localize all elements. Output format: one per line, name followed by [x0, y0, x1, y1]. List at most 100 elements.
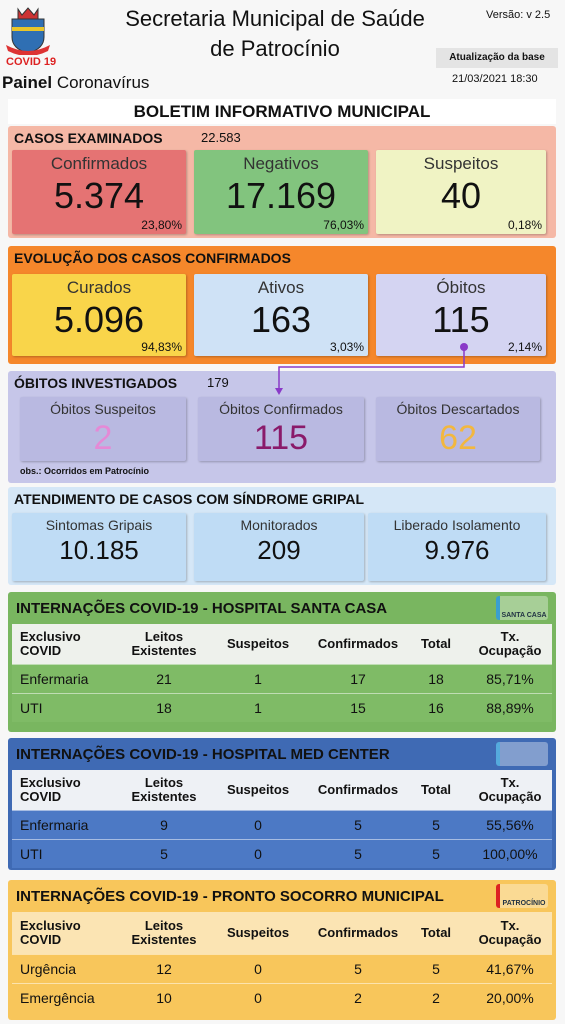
table-cell: 0 — [254, 990, 262, 1006]
card: Curados 5.096 94,83% — [12, 274, 186, 356]
card-label: Óbitos Descartados — [396, 401, 520, 417]
card-value: 209 — [257, 535, 301, 565]
section-flu-syndrome: ATENDIMENTO DE CASOS COM SÍNDROME GRIPAL… — [8, 487, 556, 585]
card-value: 163 — [250, 299, 312, 340]
card-percent: 23,80% — [141, 218, 182, 232]
table-cell: Enfermaria — [20, 817, 89, 833]
hospital-logo: PATROCÍNIO — [496, 884, 548, 908]
card-label: Curados — [66, 278, 132, 297]
hospital-logo: SANTA CASA — [496, 596, 548, 620]
table: Exclusivo COVID Leitos Existentes Suspeito… — [12, 624, 552, 722]
table: Exclusivo COVID Leitos Existentes Suspeito… — [12, 912, 552, 1012]
column-header: Confirmados — [317, 782, 399, 797]
section-deaths-investigated: ÓBITOS INVESTIGADOS 179 Óbitos Suspeitos 2 Ó… — [8, 371, 556, 483]
bulletin-title: BOLETIM INFORMATIVO MUNICIPAL — [8, 99, 556, 124]
card-value: 5.096 — [53, 299, 145, 340]
table-row: Enfermaria 21 1 17 18 85,71% — [12, 664, 552, 693]
card-value: 40 — [440, 175, 482, 216]
card-label: Sintomas Gripais — [45, 517, 153, 533]
section-total: 22.583 — [201, 130, 241, 145]
covid-label: COVID 19 — [6, 56, 57, 68]
column-header: Tx. Ocupação — [478, 918, 542, 947]
table-cell: 1 — [254, 700, 262, 716]
table-cell: Emergência — [20, 990, 95, 1006]
table-cell: 88,89% — [486, 700, 534, 716]
table-cell: 100,00% — [482, 846, 538, 862]
section-title: ATENDIMENTO DE CASOS COM SÍNDROME GRIPAL — [14, 491, 365, 507]
section-title: CASOS EXAMINADOS — [14, 130, 163, 146]
card: Óbitos Confirmados 115 — [198, 397, 364, 461]
table-cell: Urgência — [20, 961, 77, 977]
card-value: 10.185 — [59, 535, 139, 565]
card: Óbitos Descartados 62 — [376, 397, 540, 461]
card-value: 115 — [253, 419, 309, 457]
hospital-logo — [496, 742, 548, 766]
column-header: Tx. Ocupação — [478, 629, 542, 658]
title-line-1: Secretaria Municipal de Saúde — [125, 6, 425, 31]
logo-text: PATROCÍNIO — [502, 900, 546, 907]
table: Exclusivo COVID Leitos Existentes Suspeito… — [12, 770, 552, 868]
card: Monitorados 209 — [194, 513, 364, 581]
table-cell: 2 — [432, 990, 440, 1006]
column-header: Suspeitos — [226, 782, 290, 797]
update-datetime: 21/03/2021 18:30 — [452, 73, 538, 85]
card-value: 9.976 — [424, 535, 490, 565]
card: Confirmados 5.374 23,80% — [12, 150, 186, 234]
column-header: Leitos Existentes — [131, 629, 197, 658]
table-cell: 5 — [354, 961, 362, 977]
update-button[interactable]: Atualização da base — [436, 48, 558, 68]
table-cell: 9 — [160, 817, 168, 833]
column-header: Leitos Existentes — [131, 775, 197, 804]
table-cell: 1 — [254, 671, 262, 687]
column-header: Confirmados — [317, 636, 399, 651]
table-cell: 5 — [432, 846, 440, 862]
logo-text: SANTA CASA — [501, 612, 547, 619]
column-header: Tx. Ocupação — [478, 775, 542, 804]
card: Sintomas Gripais 10.185 — [12, 513, 186, 581]
table-row: UTI 5 0 5 5 100,00% — [12, 839, 552, 868]
card-percent: 2,14% — [507, 340, 542, 354]
title-line-2: de Patrocínio — [210, 36, 340, 61]
table-header: Exclusivo COVID Leitos Existentes Suspeito… — [12, 770, 552, 810]
card-percent: 76,03% — [323, 218, 364, 232]
table-row: Urgência 12 0 5 5 41,67% — [12, 954, 552, 983]
table-cell: 85,71% — [486, 671, 534, 687]
table-cell: UTI — [20, 846, 43, 862]
table-cell: 5 — [432, 961, 440, 977]
table-row: UTI 18 1 15 16 88,89% — [12, 693, 552, 722]
column-header: Total — [420, 925, 452, 940]
table-cell: 18 — [428, 671, 444, 687]
section-title: EVOLUÇÃO DOS CASOS CONFIRMADOS — [14, 250, 291, 266]
card-percent: 94,83% — [141, 340, 182, 354]
card-percent: 3,03% — [329, 340, 364, 354]
column-header: Suspeitos — [226, 925, 290, 940]
column-header: Exclusivo COVID — [20, 629, 81, 658]
table-header: Exclusivo COVID Leitos Existentes Suspeito… — [12, 912, 552, 954]
table-row: Enfermaria 9 0 5 5 55,56% — [12, 810, 552, 839]
note: obs.: Ocorridos em Patrocínio — [20, 466, 150, 476]
card: Negativos 17.169 76,03% — [194, 150, 368, 234]
table-cell: 55,56% — [486, 817, 534, 833]
table-cell: 15 — [350, 700, 366, 716]
table-cell: Enfermaria — [20, 671, 89, 687]
column-header: Confirmados — [317, 925, 399, 940]
table-cell: 16 — [428, 700, 444, 716]
hospital-section: INTERNAÇÕES COVID-19 - HOSPITAL SANTA CA… — [8, 592, 556, 732]
table-cell: 5 — [354, 846, 362, 862]
table-row: Emergência 10 0 2 2 20,00% — [12, 983, 552, 1012]
table-cell: 5 — [160, 846, 168, 862]
card-label: Óbitos Suspeitos — [50, 401, 156, 417]
card-value: 62 — [439, 419, 477, 457]
column-header: Leitos Existentes — [131, 918, 197, 947]
column-header: Total — [420, 782, 452, 797]
table-cell: 5 — [432, 817, 440, 833]
card: Óbitos 115 2,14% — [376, 274, 546, 356]
card-label: Ativos — [257, 278, 305, 297]
card-label: Negativos — [243, 154, 319, 173]
section-total: 179 — [207, 375, 229, 390]
table-cell: 12 — [156, 961, 172, 977]
card-label: Óbitos — [436, 278, 486, 297]
section-confirmed-evolution: EVOLUÇÃO DOS CASOS CONFIRMADOS Curados 5.0… — [8, 246, 556, 364]
table-cell: 41,67% — [486, 961, 534, 977]
panel-rest: Coronavírus — [56, 73, 150, 92]
